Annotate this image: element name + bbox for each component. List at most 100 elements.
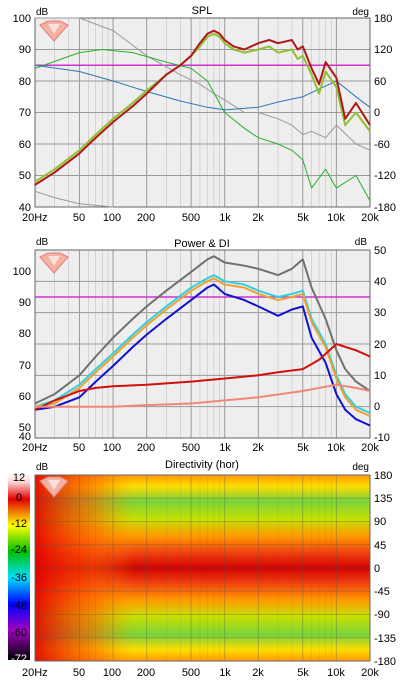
spl-left-axis-label: dB [36,7,49,18]
spl-y2-tick: 180 [374,13,392,25]
directivity-y2-tick: 135 [374,493,392,505]
spl-series-line-5 [34,32,371,183]
directivity-y2-tick: -90 [374,609,390,621]
directivity-x-tick: 500 [182,667,200,679]
spl-title: SPL [192,5,213,17]
power-di-x-tick: 20Hz [22,442,48,454]
spl-x-tick: 100 [103,212,121,224]
spl-y-tick: 100 [13,13,31,25]
power-di-y2-tick: 20 [374,339,386,351]
power-di-y2-tick: 10 [374,370,386,382]
directivity-x-tick: 2k [252,667,264,679]
spl-series-line-1 [35,17,371,151]
directivity-x-tick: 100 [103,667,121,679]
power-di-series-line-6 [35,383,371,408]
power-di-y-tick: 60 [19,391,31,403]
power-di-chart: Power & DI dB dB 100 90 80 70 60 50 40 5… [13,237,390,454]
directivity-y2-tick: 0 [374,563,380,575]
power-di-x-tick: 100 [103,442,121,454]
colorbar-tick: -36 [11,572,27,584]
spl-y2-tick: -60 [374,139,390,151]
spl-y-tick: 80 [19,76,31,88]
spl-x-tick: 1k [219,212,231,224]
directivity-x-tick: 20k [361,667,379,679]
spl-y2-tick: -120 [374,170,396,182]
directivity-x-tick: 50 [73,667,85,679]
directivity-title: Directivity (hor) [165,459,239,471]
spl-x-tick: 20Hz [22,212,48,224]
directivity-y2-tick: 90 [374,516,386,528]
colorbar-tick: -72 [11,653,27,665]
power-di-y2-tick: 40 [374,276,386,288]
power-di-series-line-5 [34,343,371,411]
color-scale-bar [8,473,30,660]
spl-grid [34,17,371,208]
directivity-lowfreq-wash [35,475,370,661]
power-di-x-tick: 500 [182,442,200,454]
power-di-y2-tick: 0 [374,401,380,413]
directivity-right-axis-label: deg [352,462,369,473]
power-di-y2-tick: -10 [374,432,390,444]
spl-y-tick: 90 [19,44,31,56]
power-di-x-tick: 50 [73,442,85,454]
spl-x-tick: 500 [182,212,200,224]
spl-x-tick: 5k [297,212,309,224]
power-di-x-tick: 2k [252,442,264,454]
power-di-series [34,255,371,427]
colorbar-tick: 12 [13,472,25,484]
power-di-y2-tick: 30 [374,307,386,319]
spl-x-tick: 200 [137,212,155,224]
plot-frame [34,17,371,208]
power-di-y-tick: 40 [19,431,31,443]
power-di-series-line-3 [34,277,371,418]
power-di-y-tick: 70 [19,360,31,372]
power-di-series-line-4 [34,283,371,427]
power-di-x-tick: 5k [297,442,309,454]
power-di-x-tick: 10k [327,442,345,454]
directivity-y2-tick: -135 [374,633,396,645]
power-di-right-axis-label: dB [355,237,368,248]
directivity-x-tick: 10k [327,667,345,679]
power-di-y2-tick: 50 [374,245,386,257]
directivity-chart: Directivity (hor) dB deg [8,459,396,679]
power-di-y-tick: 80 [19,328,31,340]
directivity-y2-tick: -45 [374,586,390,598]
spl-x-tick: 10k [327,212,345,224]
power-di-title: Power & DI [174,238,230,250]
spl-y-tick: 60 [19,139,31,151]
plot-frame [34,249,371,439]
spl-y-tick: 50 [19,170,31,182]
directivity-y2-tick: 180 [374,470,392,482]
power-di-x-tick: 200 [137,442,155,454]
logo-icon [39,20,69,42]
directivity-x-tick: 20Hz [22,667,48,679]
spl-y2-tick: -180 [374,202,396,214]
power-di-x-tick: 1k [219,442,231,454]
power-di-series-line-2 [34,274,371,414]
spl-y2-tick: 120 [374,44,392,56]
colorbar-tick: -48 [11,600,27,612]
spl-series-line-2 [34,190,114,208]
spl-y2-tick: 60 [374,76,386,88]
logo-icon [39,252,69,274]
spl-y2-tick: 0 [374,107,380,119]
spl-x-tick: 50 [73,212,85,224]
plot-frame [34,474,371,662]
spl-right-axis-label: deg [352,7,369,18]
directivity-y2-tick: -180 [374,656,396,668]
power-di-y-tick: 100 [13,266,31,278]
power-di-series-line-1 [34,255,371,405]
spl-y-tick: 40 [19,202,31,214]
spl-series [34,17,371,208]
spl-y-tick: 70 [19,107,31,119]
spl-x-tick: 2k [252,212,264,224]
spl-series-line-3 [34,49,371,201]
power-di-y-tick: 90 [19,297,31,309]
directivity-x-tick: 200 [137,667,155,679]
directivity-grid [34,474,371,662]
power-di-left-axis-label: dB [36,237,49,248]
directivity-x-tick: 1k [219,667,231,679]
logo-icon [39,476,69,498]
colorbar-tick: -24 [11,544,27,556]
